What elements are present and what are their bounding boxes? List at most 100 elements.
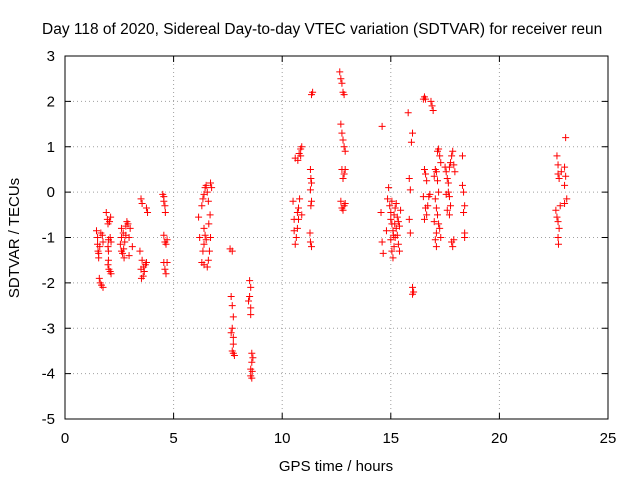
data-point <box>561 181 569 189</box>
data-point <box>555 224 563 232</box>
data-point <box>246 277 254 285</box>
data-point <box>387 236 395 244</box>
data-point <box>406 229 414 237</box>
data-point <box>208 184 216 192</box>
data-point <box>382 227 390 235</box>
data-point <box>227 292 235 300</box>
data-point <box>458 181 466 189</box>
data-point <box>107 238 115 246</box>
data-point <box>553 213 561 221</box>
data-point <box>291 240 299 248</box>
data-point <box>385 184 393 192</box>
data-point <box>451 168 459 176</box>
data-point <box>205 220 213 228</box>
data-point <box>409 129 417 137</box>
data-point <box>293 209 301 217</box>
data-point <box>138 199 146 207</box>
data-point <box>389 231 397 239</box>
data-point <box>409 290 417 298</box>
data-point <box>119 249 127 257</box>
data-point <box>395 222 403 230</box>
data-point <box>442 190 450 198</box>
data-point <box>557 168 565 176</box>
data-point <box>423 177 431 185</box>
data-point <box>424 202 432 210</box>
data-point <box>437 234 445 241</box>
data-point <box>292 234 300 241</box>
data-point <box>142 258 150 266</box>
data-point <box>461 234 469 241</box>
data-point <box>248 358 256 366</box>
data-point <box>422 170 430 178</box>
data-point <box>435 220 443 228</box>
data-point <box>391 204 399 212</box>
data-point <box>306 186 314 194</box>
data-point <box>406 186 414 194</box>
data-point <box>248 374 256 382</box>
data-point <box>161 265 169 273</box>
data-point <box>387 215 395 223</box>
data-point <box>96 243 104 251</box>
data-point <box>162 270 170 278</box>
data-point <box>337 197 345 205</box>
data-point <box>128 243 136 251</box>
data-point <box>202 236 210 244</box>
data-point <box>207 179 215 187</box>
data-point <box>384 195 392 203</box>
data-point <box>201 231 209 239</box>
data-point <box>436 152 444 160</box>
y-axis-label: SDTVAR / TECUs <box>6 178 23 298</box>
data-point <box>163 258 171 266</box>
data-point <box>432 229 440 237</box>
data-point <box>95 249 103 257</box>
data-point <box>247 311 255 319</box>
data-point <box>337 75 345 83</box>
data-point <box>337 120 345 128</box>
data-point <box>202 181 210 189</box>
y-tick-label: -3 <box>42 320 55 337</box>
data-point <box>121 238 129 246</box>
data-point <box>308 197 316 205</box>
data-point <box>196 234 204 241</box>
data-point <box>449 243 457 251</box>
data-point <box>561 163 569 171</box>
data-point <box>307 202 315 210</box>
data-point <box>246 292 254 300</box>
data-point <box>405 215 413 223</box>
data-point <box>409 283 417 291</box>
data-point <box>308 179 316 187</box>
data-point <box>429 106 437 114</box>
data-point <box>94 234 102 241</box>
x-tick-label: 5 <box>169 430 177 447</box>
data-point <box>340 91 348 99</box>
data-point <box>245 297 253 305</box>
data-point <box>144 209 152 217</box>
data-point <box>392 199 400 207</box>
data-point <box>229 313 237 321</box>
data-point <box>339 206 347 214</box>
data-point <box>248 349 256 357</box>
data-point <box>206 211 214 219</box>
data-point <box>386 202 394 210</box>
data-point <box>306 229 314 237</box>
data-point <box>431 236 439 244</box>
data-point <box>554 161 562 169</box>
data-point <box>339 136 347 144</box>
data-point <box>204 197 212 205</box>
data-point <box>443 206 451 214</box>
data-point <box>437 159 445 167</box>
data-point <box>450 236 458 244</box>
data-point <box>120 254 128 262</box>
data-point <box>106 234 114 241</box>
data-point <box>427 97 435 105</box>
data-point <box>388 247 396 255</box>
data-point <box>298 211 306 219</box>
data-point <box>388 197 396 205</box>
data-point <box>309 88 317 96</box>
data-point <box>407 138 415 146</box>
data-point <box>420 215 428 223</box>
data-point <box>445 163 453 171</box>
data-point <box>247 304 255 312</box>
data-point <box>431 195 439 203</box>
data-point <box>391 220 399 228</box>
